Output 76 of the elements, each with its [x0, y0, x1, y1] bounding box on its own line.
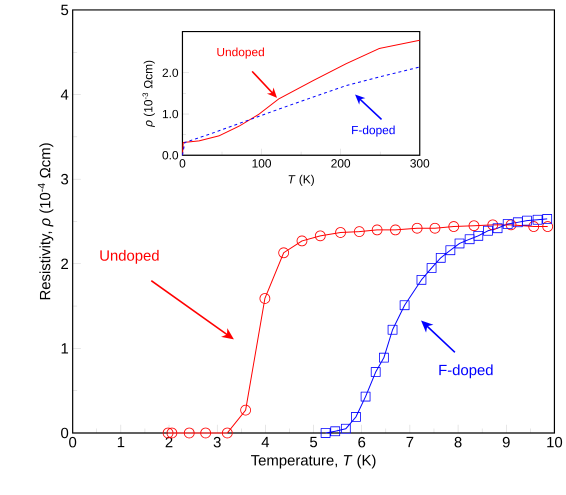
point	[454, 238, 464, 248]
point	[340, 424, 351, 434]
annotation: Undoped	[217, 48, 264, 59]
line-series	[182, 66, 420, 156]
point	[400, 300, 410, 310]
y-tick-label: 0.0	[162, 151, 178, 160]
annotation: F-doped	[439, 364, 493, 378]
point	[416, 275, 426, 285]
point	[314, 230, 326, 242]
point	[360, 392, 370, 402]
point	[542, 214, 552, 224]
x-tick-label: 3	[214, 437, 221, 448]
point	[528, 221, 540, 232]
y-axis-title: ρ (10$^{-3}$ Ωcm)	[142, 60, 155, 128]
point	[184, 428, 195, 439]
x-tick-label: 300	[410, 159, 430, 168]
x-tick-label: 4	[262, 437, 270, 448]
point	[473, 231, 484, 241]
x-axis-title: T (K)	[288, 174, 314, 186]
x-tick-label: 10	[547, 437, 562, 448]
point	[370, 367, 381, 378]
y-axis-title: Resistivity, ρ (10$^{-4}$ Ωcm)	[38, 144, 54, 300]
point	[354, 226, 365, 238]
annotation: F-doped	[352, 126, 395, 137]
y-tick-label: 5	[61, 4, 68, 16]
point	[445, 246, 456, 256]
point	[200, 428, 212, 439]
x-tick-label: 0	[180, 159, 186, 168]
y-tick-label: 1.0	[162, 110, 178, 118]
point	[351, 412, 361, 422]
point	[379, 352, 389, 363]
point	[506, 220, 516, 230]
line-series	[182, 40, 420, 156]
y-tick-label: 3	[61, 174, 68, 185]
point	[502, 219, 513, 230]
point	[487, 220, 498, 230]
point	[512, 218, 523, 228]
point	[522, 216, 532, 226]
x-axis-title: Temperature, T (K)	[251, 454, 376, 469]
x-tick-label: 6	[358, 437, 366, 448]
point	[430, 223, 440, 234]
point	[372, 224, 383, 236]
x-tick-label: 7	[406, 437, 414, 448]
point	[388, 325, 398, 335]
x-tick-label: 5	[310, 437, 318, 448]
x-tick-label: 9	[502, 437, 510, 448]
annotation: Undoped	[100, 250, 159, 264]
point	[426, 263, 436, 274]
point	[240, 404, 251, 416]
point	[260, 293, 270, 304]
x-tick-label: 1	[118, 437, 124, 448]
point	[483, 226, 493, 236]
point	[320, 428, 330, 438]
point	[335, 227, 346, 238]
point	[330, 426, 340, 436]
y-tick-label: 0	[61, 428, 68, 438]
point	[468, 220, 480, 232]
point	[542, 221, 554, 232]
y-tick-label: 2	[61, 258, 68, 270]
x-tick-label: 200	[331, 159, 350, 168]
point	[532, 215, 542, 225]
point	[222, 428, 233, 439]
point	[412, 223, 422, 234]
y-tick-label: 2.0	[162, 68, 178, 78]
point	[296, 236, 308, 246]
x-tick-label: 8	[454, 437, 462, 448]
point	[448, 221, 460, 232]
point	[436, 253, 446, 263]
point	[278, 248, 290, 258]
point	[464, 234, 475, 244]
x-tick-label: 100	[252, 159, 272, 168]
point	[492, 224, 502, 234]
y-tick-label: 1	[62, 343, 68, 354]
y-tick-label: 4	[60, 90, 68, 100]
x-tick-label: 0	[69, 437, 76, 448]
point	[390, 224, 401, 236]
